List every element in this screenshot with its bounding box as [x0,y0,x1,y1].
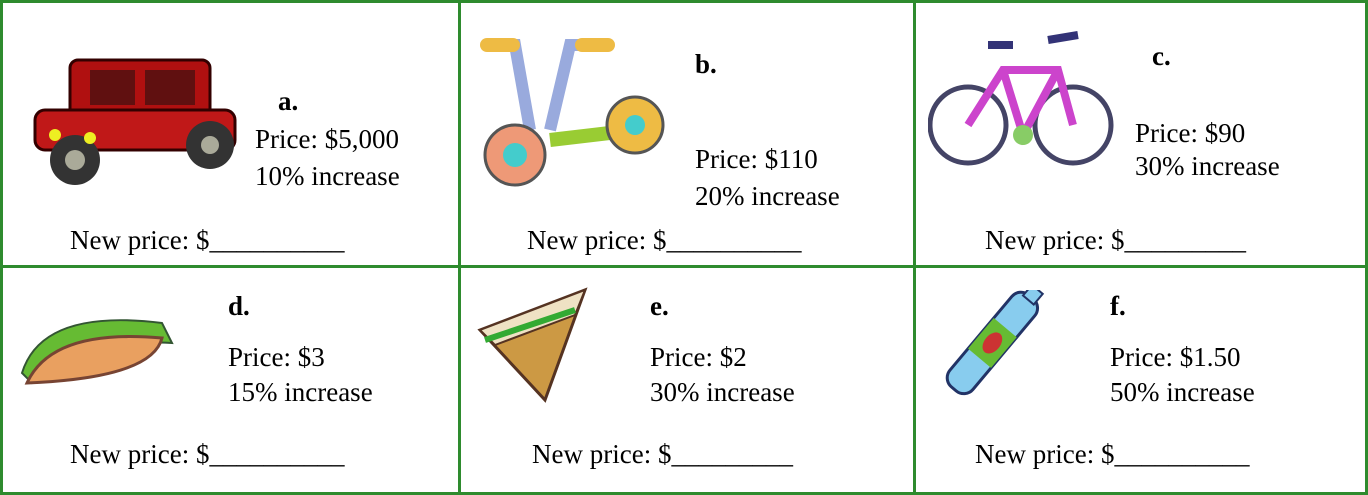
price: Price: $1.50 [1110,341,1240,373]
increase: 10% increase [255,160,400,192]
car-image [30,40,240,190]
bicycle-image [928,25,1118,190]
sandwich-image [475,285,595,405]
new-price: New price: $__________ [70,224,344,256]
item-label: c. [1152,40,1171,72]
taco-image [12,298,182,388]
price: Price: $90 [1135,117,1245,149]
new-price: New price: $__________ [527,224,801,256]
item-label: f. [1110,290,1126,322]
price: Price: $2 [650,341,747,373]
new-price: New price: $__________ [70,438,344,470]
increase: 20% increase [695,180,840,212]
new-price: New price: $_________ [985,224,1246,256]
price: Price: $3 [228,341,325,373]
worksheet: a. Price: $5,000 10% increase New price:… [0,0,1368,478]
increase: 30% increase [1135,150,1280,182]
item-label: b. [695,48,717,80]
bottle-image [928,290,1058,410]
new-price: New price: $_________ [532,438,793,470]
increase: 15% increase [228,376,373,408]
price: Price: $5,000 [255,123,399,155]
increase: 50% increase [1110,376,1255,408]
new-price: New price: $__________ [975,438,1249,470]
item-label: a. [278,85,298,117]
price: Price: $110 [695,143,818,175]
item-label: e. [650,290,669,322]
item-label: d. [228,290,250,322]
increase: 30% increase [650,376,795,408]
scooter-image [475,30,665,190]
